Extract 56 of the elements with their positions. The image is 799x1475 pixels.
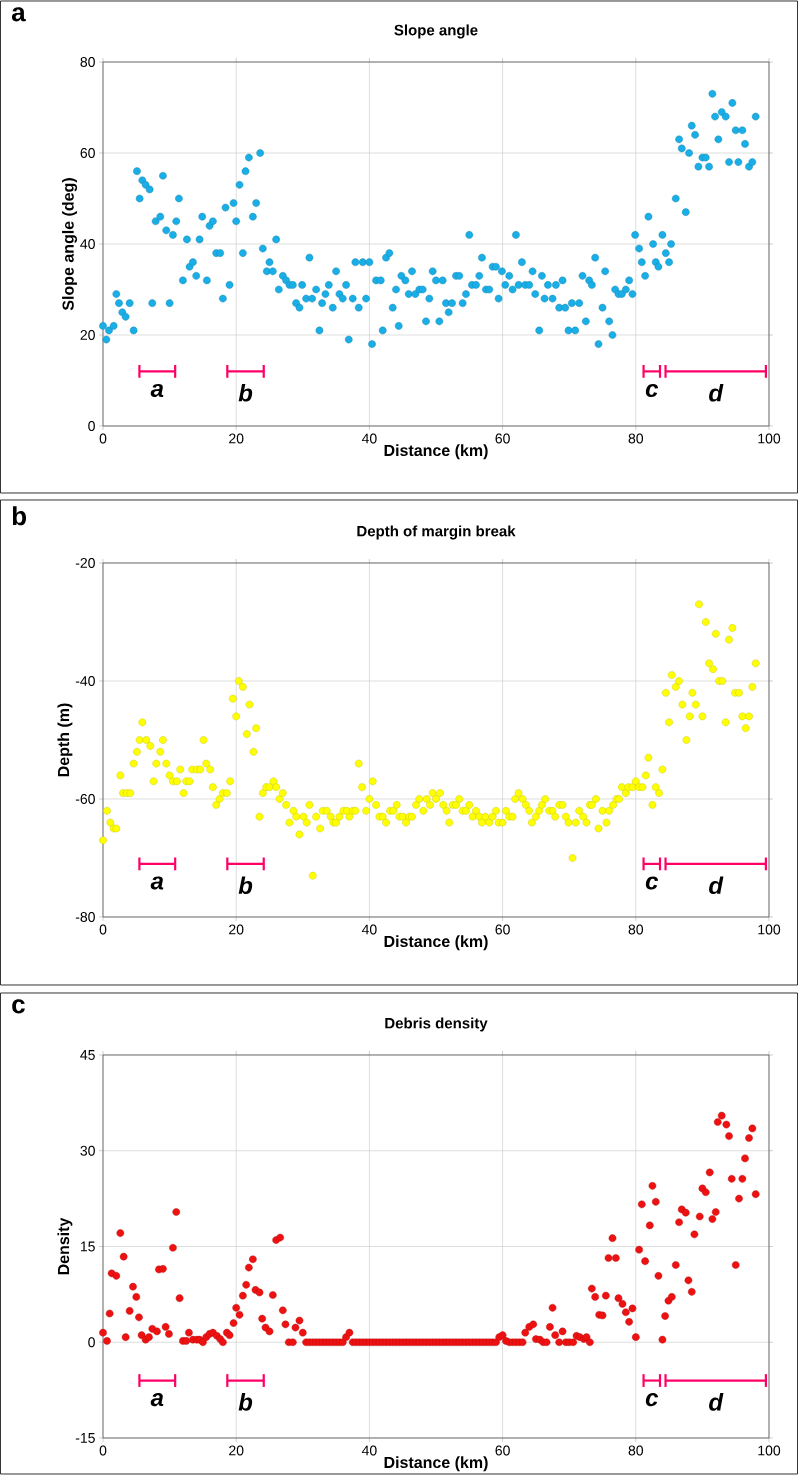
legend-label: a <box>150 383 164 398</box>
series-label: d <box>709 876 724 895</box>
y-axis-title: Depth (m) <box>57 703 73 777</box>
x-axis-title: Distance (km) <box>384 1456 488 1472</box>
x-tick-label: 80 <box>628 433 644 444</box>
y-axis-title: Slope angle (deg) <box>62 178 78 311</box>
x-tick-label: 100 <box>758 924 781 935</box>
x-tick-label: 20 <box>229 433 244 444</box>
y-tick-label: 15 <box>80 1241 95 1252</box>
chart-title: Depth of margin break <box>357 525 516 540</box>
x-tick-label: 0 <box>99 924 107 935</box>
x-tick-label: 100 <box>758 433 781 444</box>
legend-label: c <box>645 876 659 890</box>
x-axis-title: Distance (km) <box>384 444 488 460</box>
x-tick-label: 80 <box>628 1445 644 1456</box>
x-axis-title: Distance (km) <box>384 935 488 951</box>
x-tick-label: 0 <box>99 1445 107 1456</box>
y-axis-title: Density <box>57 1217 73 1275</box>
x-tick-label: 40 <box>361 1445 377 1456</box>
y-tick-label: 0 <box>88 421 95 431</box>
y-tick-label: 30 <box>80 1145 95 1156</box>
x-tick-label: 60 <box>495 924 510 935</box>
x-tick-label: 20 <box>229 924 244 935</box>
y-tick-label: 80 <box>80 57 95 67</box>
x-tick-label: 40 <box>361 433 377 444</box>
legend-label: b <box>238 1393 253 1411</box>
y-tick-label: -60 <box>75 794 95 804</box>
legend-label: a <box>150 876 164 890</box>
y-tick-label: 45 <box>80 1050 95 1060</box>
y-tick-label: -20 <box>75 558 95 568</box>
legend-label: b <box>238 383 253 402</box>
text: c <box>12 999 25 1014</box>
series-label: d <box>709 383 724 402</box>
x-tick-label: 100 <box>758 1445 781 1456</box>
x-tick-label: 40 <box>361 924 377 935</box>
x-tick-label: 80 <box>628 924 644 935</box>
y-tick-label: -80 <box>75 912 95 922</box>
y-tick-label: 0 <box>88 1337 95 1348</box>
legend-label: c <box>645 383 659 398</box>
y-tick-label: 60 <box>80 148 95 158</box>
x-tick-label: 20 <box>229 1445 244 1456</box>
y-tick-label: -40 <box>75 676 95 686</box>
series-label: d <box>709 1393 724 1411</box>
y-tick-label: 40 <box>80 239 95 249</box>
y-tick-label: -15 <box>75 1433 95 1443</box>
legend-label: a <box>150 1393 164 1407</box>
text: b <box>12 506 27 526</box>
x-tick-label: 60 <box>495 1445 510 1456</box>
legend-label: b <box>238 876 253 895</box>
legend-label: c <box>645 1393 659 1407</box>
y-tick-label: 20 <box>80 330 95 340</box>
chart-title: Debris density <box>385 1017 488 1032</box>
text: a <box>11 7 26 22</box>
chart-title: Slope angle <box>394 24 478 39</box>
x-tick-label: 0 <box>99 433 107 444</box>
x-tick-label: 60 <box>495 433 510 444</box>
